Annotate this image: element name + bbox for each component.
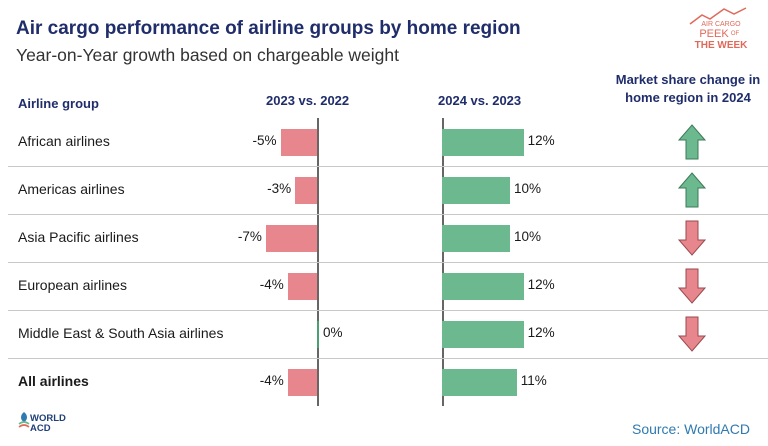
row-label: Americas airlines [18, 181, 125, 197]
bar-2023 [280, 128, 317, 156]
bar-2023 [317, 320, 319, 348]
arrow-down-icon [678, 220, 706, 256]
header-market-share-line1: Market share change in [615, 72, 761, 87]
chart-subtitle: Year-on-Year growth based on chargeable … [16, 45, 400, 65]
bar-2023 [265, 224, 317, 252]
arrow-up-shape [678, 124, 706, 160]
value-label-2023: -4% [259, 373, 284, 388]
bar-2023 [295, 176, 317, 204]
worldacd-brand: WORLD ACD [30, 414, 66, 434]
chart-title: Air cargo performance of airline groups … [16, 18, 521, 39]
value-label-2024: 12% [527, 277, 555, 292]
logo-line2: PEEK [699, 28, 729, 40]
arrow-down-shape [678, 220, 706, 256]
value-label-2023: 0% [323, 325, 343, 340]
arrow-up-icon [678, 124, 706, 160]
bar-2024 [442, 176, 510, 204]
bar-2023 [287, 272, 317, 300]
bar-2024 [442, 320, 524, 348]
header-airline-group: Airline group [18, 96, 99, 111]
row-divider [8, 262, 768, 263]
logo-line4: THE WEEK [695, 40, 749, 51]
row-divider [8, 310, 768, 311]
value-label-2024: 10% [514, 181, 542, 196]
value-label-2023: -5% [252, 133, 277, 148]
bar-2023 [287, 368, 317, 396]
bar-2024 [442, 272, 524, 300]
header-2024-vs-2023: 2024 vs. 2023 [438, 93, 522, 108]
arrow-down-icon [678, 316, 706, 352]
row-label: All airlines [18, 373, 89, 389]
bar-2024 [442, 224, 510, 252]
bar-2024 [442, 368, 517, 396]
arrow-up-shape [678, 172, 706, 208]
arrow-down-icon [678, 268, 706, 304]
peek-of-the-week-logo: AIR CARGO PEEK OF THE WEEK [689, 7, 749, 51]
row-label: Middle East & South Asia airlines [18, 325, 224, 341]
value-label-2023: -7% [237, 229, 262, 244]
value-label-2023: -4% [259, 277, 284, 292]
arrow-down-shape [678, 268, 706, 304]
row-divider [8, 166, 768, 167]
worldacd-brand-line1: WORLD [30, 413, 66, 424]
logo-line3: OF [731, 31, 740, 37]
worldacd-logo-icon [18, 412, 30, 428]
worldacd-brand-line2: ACD [30, 423, 51, 434]
header-2023-vs-2022: 2023 vs. 2022 [266, 93, 350, 108]
row-divider [8, 214, 768, 215]
arrow-up-icon [678, 172, 706, 208]
value-label-2024: 10% [514, 229, 542, 244]
value-label-2024: 12% [527, 133, 555, 148]
row-label: African airlines [18, 133, 110, 149]
arrow-down-shape [678, 316, 706, 352]
logo-line1: AIR CARGO [701, 21, 741, 28]
value-label-2024: 11% [520, 373, 547, 388]
bar-2024 [442, 128, 524, 156]
value-label-2024: 12% [527, 325, 555, 340]
header-market-share: Market share change in home region in 20… [606, 72, 768, 105]
header-market-share-line2: home region in 2024 [625, 90, 751, 105]
row-label: European airlines [18, 277, 127, 293]
value-label-2023: -3% [267, 181, 292, 196]
row-divider [8, 358, 768, 359]
row-label: Asia Pacific airlines [18, 229, 139, 245]
source-note: Source: WorldACD [631, 421, 750, 437]
